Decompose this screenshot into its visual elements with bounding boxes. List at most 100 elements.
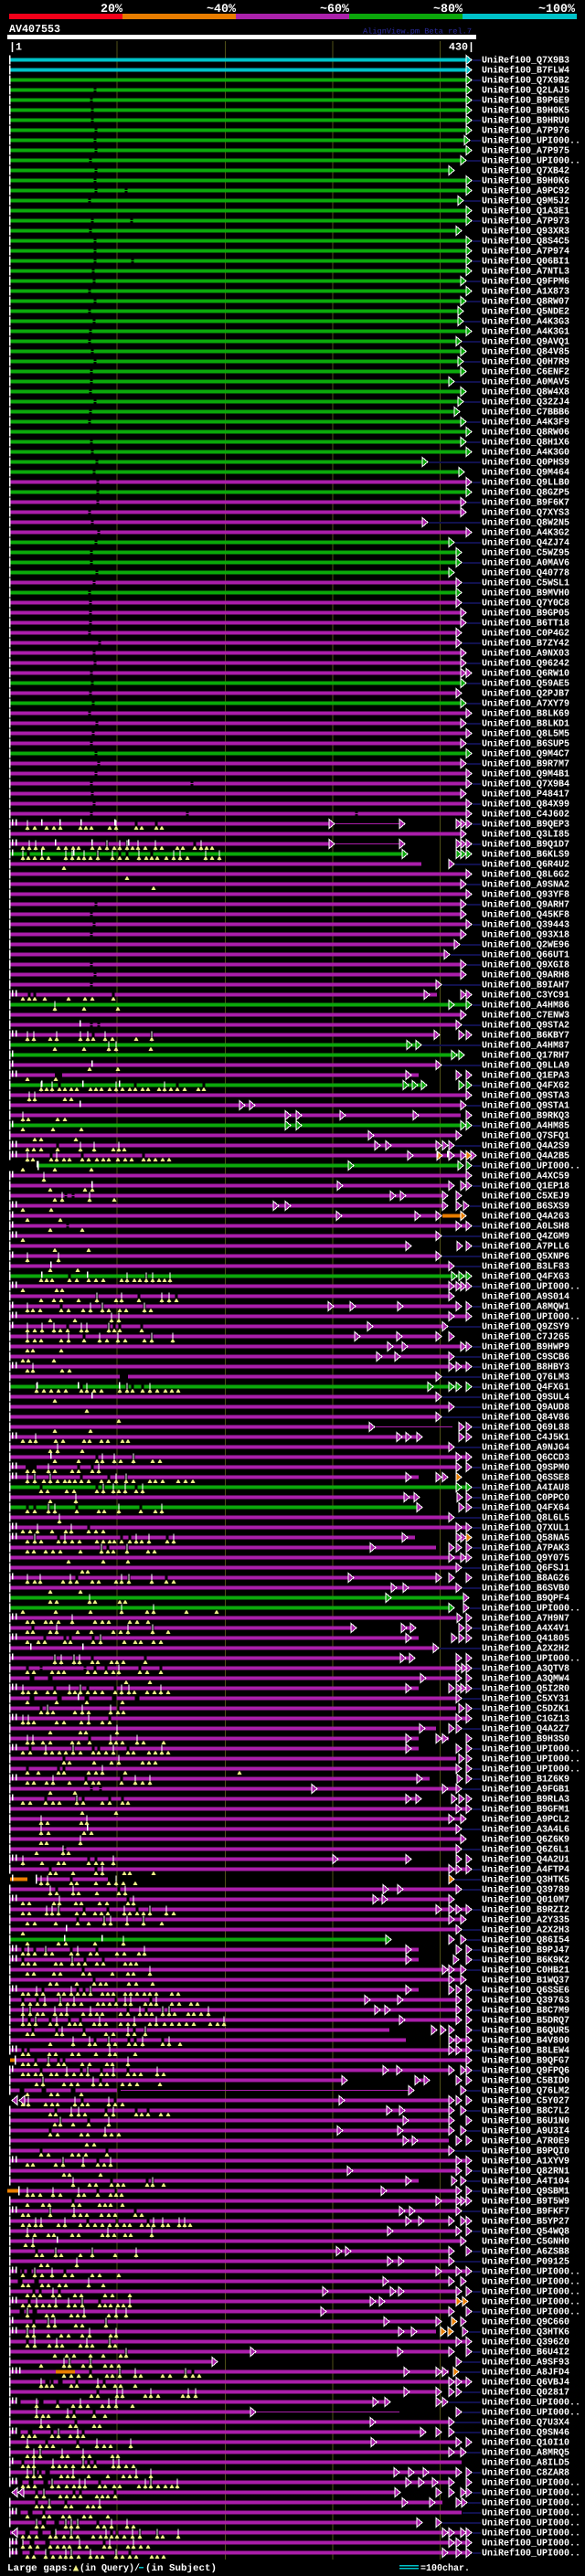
svg-text:UniRef100_UPI000..: UniRef100_UPI000.. bbox=[482, 2398, 580, 2409]
svg-text:UniRef100_A4K3G3: UniRef100_A4K3G3 bbox=[482, 317, 569, 328]
svg-text:UniRef100_Q76LM3: UniRef100_Q76LM3 bbox=[482, 1373, 569, 1383]
svg-text:UniRef100_B8LKD1: UniRef100_B8LKD1 bbox=[482, 719, 569, 730]
svg-text:UniRef100_B9HRU0: UniRef100_B9HRU0 bbox=[482, 116, 569, 127]
svg-text:UniRef100_Q9SPM0: UniRef100_Q9SPM0 bbox=[482, 1463, 569, 1474]
svg-text:UniRef100_B7FLW4: UniRef100_B7FLW4 bbox=[482, 66, 569, 77]
svg-text:UniRef100_Q6SSE6: UniRef100_Q6SSE6 bbox=[482, 1986, 569, 1997]
svg-text:UniRef100_Q6VBJ4: UniRef100_Q6VBJ4 bbox=[482, 2378, 569, 2389]
svg-text:UniRef100_C5GNH0: UniRef100_C5GNH0 bbox=[482, 2237, 569, 2248]
svg-text:UniRef100_A4X4V1: UniRef100_A4X4V1 bbox=[482, 1624, 569, 1635]
svg-text:UniRef100_A7NTL3: UniRef100_A7NTL3 bbox=[482, 267, 569, 278]
svg-text:UniRef100_Q2LAJ5: UniRef100_Q2LAJ5 bbox=[482, 86, 569, 97]
svg-text:UniRef100_Q6R4U2: UniRef100_Q6R4U2 bbox=[482, 860, 569, 871]
svg-text:UniRef100_Q7X9B4: UniRef100_Q7X9B4 bbox=[482, 779, 569, 790]
svg-text:UniRef100_Q66UT1: UniRef100_Q66UT1 bbox=[482, 950, 569, 961]
svg-text:UniRef100_B9FKF7: UniRef100_B9FKF7 bbox=[482, 2207, 569, 2218]
svg-text:UniRef100_B6U1N0: UniRef100_B6U1N0 bbox=[482, 2116, 569, 2127]
svg-text:UniRef100_Q84V86: UniRef100_Q84V86 bbox=[482, 1413, 569, 1424]
svg-text:UniRef100_Q6Z6K9: UniRef100_Q6Z6K9 bbox=[482, 1835, 569, 1846]
svg-text:UniRef100_Q9SBM1: UniRef100_Q9SBM1 bbox=[482, 2187, 569, 2198]
svg-text:UniRef100_C5BID0: UniRef100_C5BID0 bbox=[482, 2076, 569, 2087]
svg-text:UniRef100_B5YP27: UniRef100_B5YP27 bbox=[482, 2217, 569, 2228]
svg-text:UniRef100_Q40778: UniRef100_Q40778 bbox=[482, 568, 569, 579]
svg-text:UniRef100_B9MVH0: UniRef100_B9MVH0 bbox=[482, 588, 569, 599]
svg-text:UniRef100_UPI000..: UniRef100_UPI000.. bbox=[482, 1744, 580, 1755]
svg-text:UniRef100_Q6SSE8: UniRef100_Q6SSE8 bbox=[482, 1473, 569, 1484]
svg-text:UniRef100_A4K3G0: UniRef100_A4K3G0 bbox=[482, 448, 569, 459]
svg-text:UniRef100_Q5I2R0: UniRef100_Q5I2R0 bbox=[482, 1684, 569, 1695]
svg-text:UniRef100_Q4FX62: UniRef100_Q4FX62 bbox=[482, 1081, 569, 1092]
svg-text:UniRef100_Q7U3X4: UniRef100_Q7U3X4 bbox=[482, 2418, 569, 2429]
svg-text:UniRef100_Q84X99: UniRef100_Q84X99 bbox=[482, 800, 569, 811]
svg-text:UniRef100_Q9STA1: UniRef100_Q9STA1 bbox=[482, 1101, 569, 1112]
svg-text:UniRef100_Q9FPQ6: UniRef100_Q9FPQ6 bbox=[482, 2066, 569, 2077]
svg-text:UniRef100_Q86I54: UniRef100_Q86I54 bbox=[482, 1935, 569, 1946]
svg-text:UniRef100_C3YC91: UniRef100_C3YC91 bbox=[482, 991, 569, 1002]
svg-text:UniRef100_C5DZK1: UniRef100_C5DZK1 bbox=[482, 1704, 569, 1715]
svg-text:UniRef100_Q02817: UniRef100_Q02817 bbox=[482, 2388, 569, 2399]
svg-text:UniRef100_C5WZ95: UniRef100_C5WZ95 bbox=[482, 548, 569, 559]
svg-text:UniRef100_UPI000..: UniRef100_UPI000.. bbox=[482, 1312, 580, 1323]
svg-text:UniRef100_UPI000..: UniRef100_UPI000.. bbox=[482, 2539, 580, 2549]
svg-text:UniRef100_C6ENF2: UniRef100_C6ENF2 bbox=[482, 367, 569, 378]
svg-text:UniRef100_A9S014: UniRef100_A9S014 bbox=[482, 1292, 569, 1303]
svg-text:UniRef100_Q59AE5: UniRef100_Q59AE5 bbox=[482, 679, 569, 690]
svg-text:UniRef100_Q4ZGM9: UniRef100_Q4ZGM9 bbox=[482, 1232, 569, 1243]
svg-text:UniRef100_Q96242: UniRef100_Q96242 bbox=[482, 659, 569, 670]
svg-text:UniRef100_A4XC59: UniRef100_A4XC59 bbox=[482, 1171, 569, 1182]
svg-text:UniRef100_A9NJG4: UniRef100_A9NJG4 bbox=[482, 1443, 569, 1454]
svg-text:UniRef100_C1GZ13: UniRef100_C1GZ13 bbox=[482, 1714, 569, 1725]
svg-text:UniRef100_Q4FX61: UniRef100_Q4FX61 bbox=[482, 1383, 569, 1394]
svg-text:UniRef100_UPI000..: UniRef100_UPI000.. bbox=[482, 1282, 580, 1293]
svg-text:UniRef100_A7XY79: UniRef100_A7XY79 bbox=[482, 699, 569, 710]
svg-text:UniRef100_B6QUR5: UniRef100_B6QUR5 bbox=[482, 2026, 569, 2037]
svg-text:UniRef100_Q8W4X8: UniRef100_Q8W4X8 bbox=[482, 387, 569, 398]
svg-text:UniRef100_B9IAH7: UniRef100_B9IAH7 bbox=[482, 981, 569, 991]
svg-text:UniRef100_Q0PHS9: UniRef100_Q0PHS9 bbox=[482, 458, 569, 469]
svg-text:UniRef100_Q4FX63: UniRef100_Q4FX63 bbox=[482, 1272, 569, 1283]
svg-text:UniRef100_A3QMW4: UniRef100_A3QMW4 bbox=[482, 1674, 569, 1685]
svg-text:UniRef100_Q010M7: UniRef100_Q010M7 bbox=[482, 1895, 569, 1906]
svg-text:UniRef100_Q6CCD3: UniRef100_Q6CCD3 bbox=[482, 1453, 569, 1464]
svg-text:UniRef100_Q9SUL4: UniRef100_Q9SUL4 bbox=[482, 1393, 569, 1404]
svg-text:UniRef100_Q8W2N5: UniRef100_Q8W2N5 bbox=[482, 518, 569, 529]
svg-text:UniRef100_A2Y335: UniRef100_A2Y335 bbox=[482, 1915, 569, 1926]
svg-text:UniRef100_Q4A263: UniRef100_Q4A263 bbox=[482, 1212, 569, 1223]
svg-text:UniRef100_B9H3S0: UniRef100_B9H3S0 bbox=[482, 1734, 569, 1745]
svg-text:UniRef100_Q54WQ8: UniRef100_Q54WQ8 bbox=[482, 2227, 569, 2238]
svg-text:UniRef100_B6K9K2: UniRef100_B6K9K2 bbox=[482, 1956, 569, 1966]
svg-text:|1: |1 bbox=[9, 42, 22, 54]
svg-text:UniRef100_B9PQI0: UniRef100_B9PQI0 bbox=[482, 2147, 569, 2157]
svg-text:UniRef100_A0MAV6: UniRef100_A0MAV6 bbox=[482, 558, 569, 569]
svg-text:UniRef100_A4HM87: UniRef100_A4HM87 bbox=[482, 1041, 569, 1052]
svg-text:UniRef100_B9QEP3: UniRef100_B9QEP3 bbox=[482, 820, 569, 831]
svg-text:UniRef100_Q4ZJ74: UniRef100_Q4ZJ74 bbox=[482, 538, 569, 549]
svg-text:UniRef100_Q8L6L5: UniRef100_Q8L6L5 bbox=[482, 1513, 569, 1524]
svg-text:UniRef100_A7PAK3: UniRef100_A7PAK3 bbox=[482, 1543, 569, 1554]
svg-text:UniRef100_Q2PJB7: UniRef100_Q2PJB7 bbox=[482, 689, 569, 700]
svg-text:UniRef100_A4K3G2: UniRef100_A4K3G2 bbox=[482, 528, 569, 539]
svg-text:UniRef100_UPI000..: UniRef100_UPI000.. bbox=[482, 2549, 580, 2560]
svg-text:UniRef100_A9SNA2: UniRef100_A9SNA2 bbox=[482, 880, 569, 891]
svg-text:UniRef100_Q0H7R9: UniRef100_Q0H7R9 bbox=[482, 357, 569, 368]
svg-text:UniRef100_Q7XB42: UniRef100_Q7XB42 bbox=[482, 166, 569, 177]
svg-text:UniRef100_UPI000..: UniRef100_UPI000.. bbox=[482, 1654, 580, 1665]
svg-text:UniRef100_B8C7L2: UniRef100_B8C7L2 bbox=[482, 2106, 569, 2117]
svg-text:UniRef100_A4HM86: UniRef100_A4HM86 bbox=[482, 1001, 569, 1012]
svg-text:UniRef100_A1XYV9: UniRef100_A1XYV9 bbox=[482, 2157, 569, 2168]
svg-text:UniRef100_B6KLS9: UniRef100_B6KLS9 bbox=[482, 850, 569, 861]
svg-text:UniRef100_A7P973: UniRef100_A7P973 bbox=[482, 217, 569, 228]
svg-text:~100%: ~100% bbox=[538, 2, 575, 16]
svg-text:UniRef100_B9T5W9: UniRef100_B9T5W9 bbox=[482, 2197, 569, 2208]
svg-text:UniRef100_B9RZI2: UniRef100_B9RZI2 bbox=[482, 1905, 569, 1916]
svg-text:UniRef100_A4K3F9: UniRef100_A4K3F9 bbox=[482, 418, 569, 429]
svg-text:UniRef100_Q1EPA3: UniRef100_Q1EPA3 bbox=[482, 1071, 569, 1082]
svg-text:UniRef100_A7P976: UniRef100_A7P976 bbox=[482, 126, 569, 137]
svg-text:UniRef100_B6SVB0: UniRef100_B6SVB0 bbox=[482, 1584, 569, 1595]
svg-text:UniRef100_Q9ARH7: UniRef100_Q9ARH7 bbox=[482, 900, 569, 911]
svg-text:UniRef100_Q4A2Z7: UniRef100_Q4A2Z7 bbox=[482, 1724, 569, 1735]
svg-text:UniRef100_Q39620: UniRef100_Q39620 bbox=[482, 2337, 569, 2348]
svg-text:UniRef100_B9QFG7: UniRef100_B9QFG7 bbox=[482, 2056, 569, 2067]
svg-text:UniRef100_B8LK69: UniRef100_B8LK69 bbox=[482, 709, 569, 720]
svg-text:UniRef100_Q9C660: UniRef100_Q9C660 bbox=[482, 2317, 569, 2328]
